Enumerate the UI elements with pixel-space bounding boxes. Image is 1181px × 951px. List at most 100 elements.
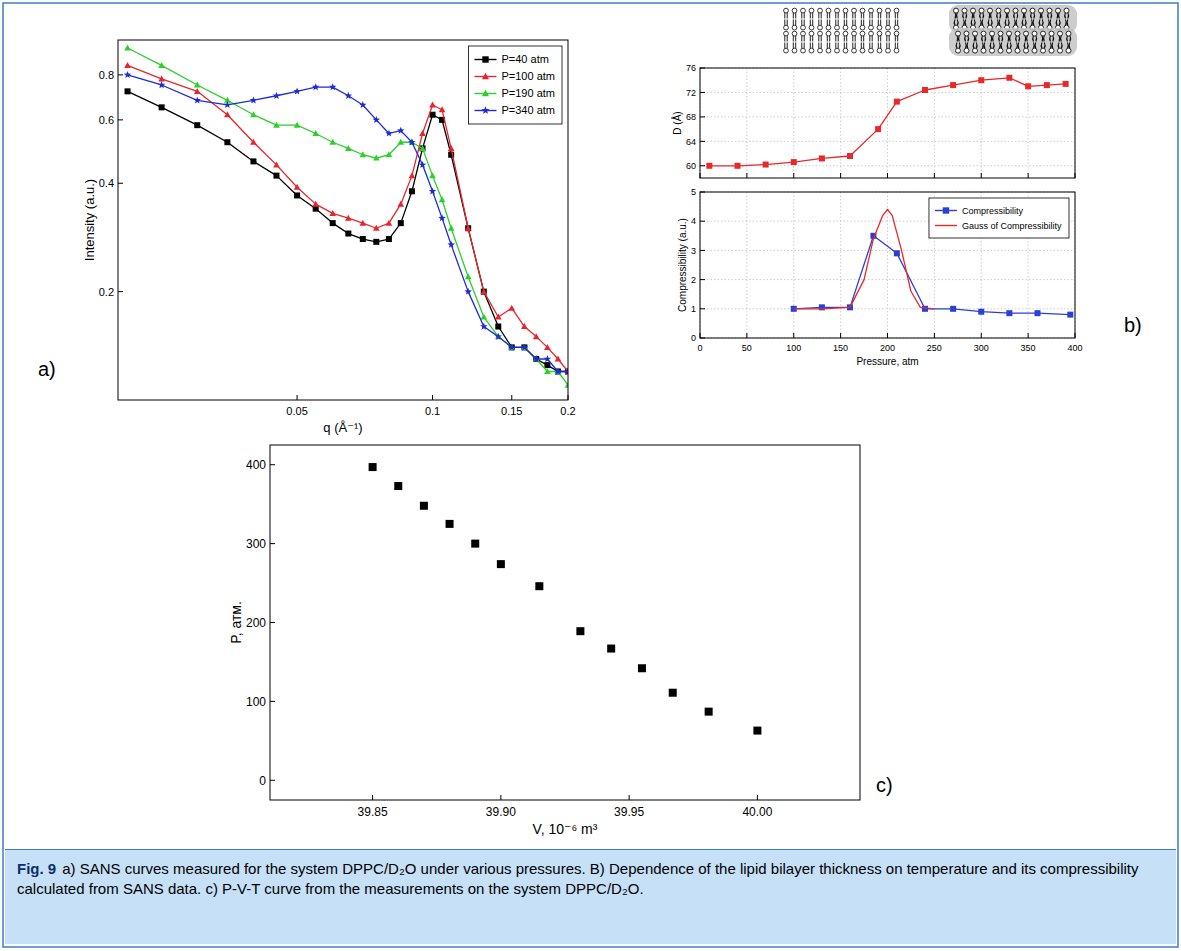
lipid-tail (954, 20, 956, 26)
lipid-tail (838, 20, 839, 26)
lipid-tail (869, 36, 870, 42)
lipid-tail (964, 20, 966, 26)
fluid-phase-cartoon (949, 5, 1077, 56)
lipid-tail (886, 20, 887, 26)
data-point (446, 520, 454, 528)
lipid-tail (804, 43, 805, 49)
lipid-tail (863, 20, 864, 26)
lipid-head (852, 31, 857, 36)
lipid-head (886, 8, 891, 13)
data-point (408, 138, 415, 145)
data-point (847, 153, 853, 159)
legend: CompressibilityGauss of Compressibility (929, 198, 1069, 238)
lipid-tail (793, 36, 794, 42)
y-tick (270, 701, 275, 702)
grid-line-x (746, 68, 747, 178)
lipid-tail (990, 43, 992, 49)
lipid-head (809, 48, 814, 53)
lipid-tail (787, 36, 788, 42)
grid-line-x (840, 68, 841, 178)
data-point (360, 236, 366, 242)
lipid-tail (812, 13, 813, 19)
data-point (448, 225, 455, 231)
y-tick (700, 165, 705, 166)
lipid-tail (957, 20, 959, 26)
lipid-tail (793, 13, 794, 19)
data-point (521, 323, 528, 329)
plot-frame (118, 40, 568, 400)
x-tick (757, 795, 758, 800)
lipid-head (852, 8, 857, 13)
lipid-tail (983, 43, 985, 49)
legend-marker (482, 90, 489, 96)
lipid-tail (1017, 43, 1019, 49)
lipid-tail (821, 36, 822, 42)
legend-label: Compressibility (962, 206, 1024, 216)
lipid-head (956, 31, 961, 36)
y-tick-label: 0.4 (99, 177, 114, 189)
plot-background (118, 40, 568, 400)
lipid-head (843, 8, 848, 13)
lipid-tail (1000, 43, 1002, 49)
data-point (124, 71, 131, 78)
data-point (250, 111, 257, 117)
lipid-tail (1034, 43, 1036, 49)
y-tick-label: 0.2 (99, 286, 114, 298)
lipid-tail (793, 20, 794, 26)
panel-label: a) (38, 358, 56, 380)
data-point (224, 111, 231, 117)
lipid-tail (1068, 43, 1070, 49)
lipid-tail (838, 43, 839, 49)
x-tick-label: 39.85 (358, 805, 388, 819)
grid-line-y (700, 141, 1075, 142)
data-point (360, 151, 367, 157)
lipid-tail (821, 13, 822, 19)
lipid-tail (869, 13, 870, 19)
lipid-head (877, 48, 882, 53)
lipid-tail (872, 36, 873, 42)
lipid-tail (810, 13, 811, 19)
lipid-tail (973, 43, 975, 49)
data-point (158, 75, 165, 81)
data-point (922, 306, 928, 312)
x-tick (840, 173, 841, 178)
grid-line-y (700, 250, 1075, 251)
lipid-tail (1018, 36, 1020, 42)
lipid-head (809, 25, 814, 30)
lipid-tail (818, 20, 819, 26)
y-tick (700, 250, 705, 251)
legend-box (929, 198, 1069, 238)
lipid-tail (966, 43, 968, 49)
grid-line-x (887, 192, 888, 338)
lipid-tail (844, 20, 845, 26)
data-point (544, 355, 551, 362)
lipid-head (1066, 31, 1071, 36)
grid-line-y (700, 308, 1075, 309)
lipid-tail (863, 43, 864, 49)
caption-label: Fig. 9 (17, 860, 56, 877)
lipid-tail (838, 36, 839, 42)
lipid-tail (861, 20, 862, 26)
lipid-head (954, 8, 959, 13)
data-point (273, 122, 280, 128)
lipid-tail (801, 20, 802, 26)
data-point (429, 172, 436, 178)
lipid-tail (872, 13, 873, 19)
data-point (194, 82, 201, 88)
y-tick-label: 0.8 (99, 69, 114, 81)
x-tick (500, 795, 501, 800)
lipid-tail (967, 36, 969, 42)
x-tick (840, 333, 841, 338)
plot-area (124, 45, 568, 388)
plot-area (369, 463, 762, 734)
lipid-tail (1022, 20, 1024, 26)
y-tick-label: 200 (246, 616, 266, 630)
lipid-tail (861, 13, 862, 19)
lipid-tail (999, 13, 1001, 19)
y-tick (700, 308, 705, 309)
lipid-tail (810, 36, 811, 42)
data-point (250, 158, 256, 164)
caption: Fig. 9a) SANS curves measured for the sy… (5, 849, 1176, 944)
lipid-tail (1061, 43, 1063, 49)
lipid-tail (1005, 20, 1007, 26)
